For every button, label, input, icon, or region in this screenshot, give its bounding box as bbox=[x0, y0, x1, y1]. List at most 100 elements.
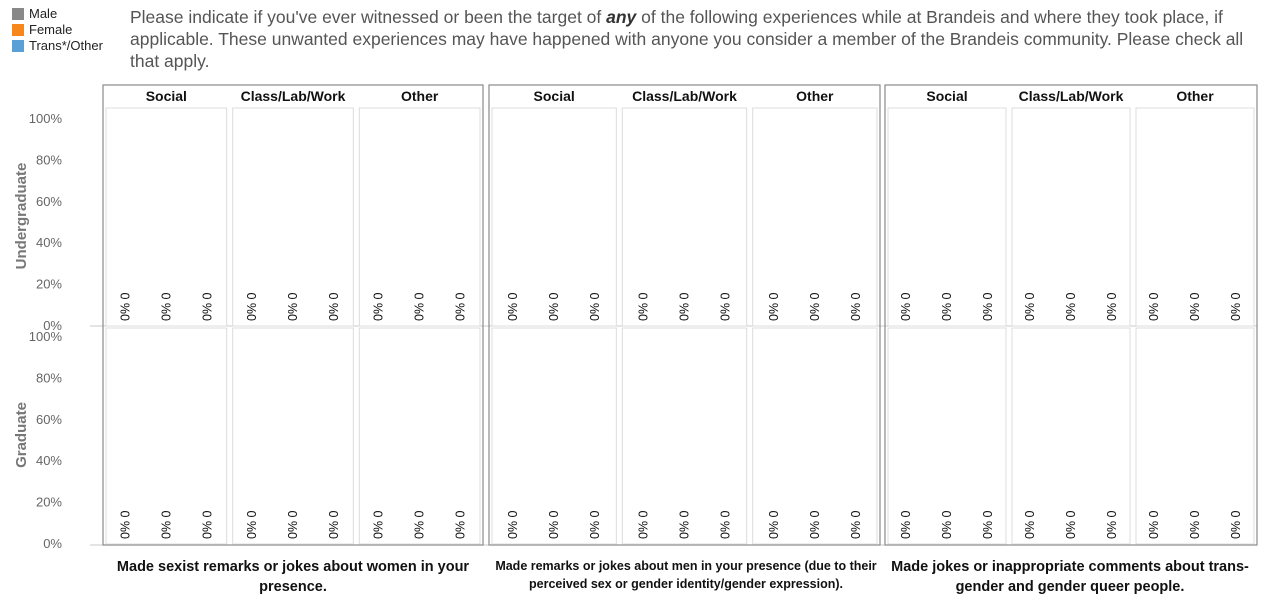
cell-frame bbox=[1011, 107, 1131, 327]
row-label: Undergraduate bbox=[13, 163, 30, 270]
data-label: 0% 0 bbox=[940, 292, 954, 321]
data-label: 0% 0 bbox=[1023, 510, 1037, 539]
cell-frame bbox=[752, 107, 878, 327]
legend-item-female: Female bbox=[12, 22, 103, 38]
data-label: 0% 0 bbox=[1188, 510, 1202, 539]
data-label: 0% 0 bbox=[899, 292, 913, 321]
y-tick-label: 60% bbox=[36, 194, 62, 209]
data-label: 0% 0 bbox=[454, 292, 468, 321]
data-label: 0% 0 bbox=[1105, 510, 1119, 539]
data-label: 0% 0 bbox=[547, 292, 561, 321]
data-label: 0% 0 bbox=[1229, 510, 1243, 539]
legend-item-trans: Trans*/Other bbox=[12, 38, 103, 54]
y-tick-label: 100% bbox=[29, 329, 63, 344]
question-text: Please indicate if you've ever witnessed… bbox=[130, 6, 1255, 72]
y-tick-label: 80% bbox=[36, 152, 62, 167]
cell-frame bbox=[358, 327, 481, 545]
cell-frame bbox=[887, 327, 1007, 545]
column-header: Class/Lab/Work bbox=[1019, 88, 1124, 104]
legend-swatch-female bbox=[12, 24, 24, 36]
question-text-start: Please indicate if you've ever witnessed… bbox=[130, 7, 607, 27]
data-label: 0% 0 bbox=[506, 292, 520, 321]
data-label: 0% 0 bbox=[286, 510, 300, 539]
data-label: 0% 0 bbox=[372, 510, 386, 539]
question-text-end: of the following experiences while at Br… bbox=[130, 7, 1244, 71]
column-header: Social bbox=[146, 88, 187, 104]
y-tick-label: 20% bbox=[36, 277, 62, 292]
cell-frame bbox=[752, 327, 878, 545]
y-tick-label: 100% bbox=[29, 111, 63, 126]
cell-frame bbox=[358, 107, 481, 327]
data-label: 0% 0 bbox=[1064, 292, 1078, 321]
data-label: 0% 0 bbox=[588, 292, 602, 321]
legend-swatch-trans bbox=[12, 40, 24, 52]
data-label: 0% 0 bbox=[1188, 292, 1202, 321]
legend: Male Female Trans*/Other bbox=[12, 6, 103, 54]
data-label: 0% 0 bbox=[1064, 510, 1078, 539]
data-label: 0% 0 bbox=[454, 510, 468, 539]
data-label: 0% 0 bbox=[159, 292, 173, 321]
data-label: 0% 0 bbox=[981, 510, 995, 539]
column-header: Other bbox=[796, 88, 834, 104]
y-tick-label: 40% bbox=[36, 453, 62, 468]
panel-frame bbox=[488, 84, 881, 546]
data-label: 0% 0 bbox=[1105, 292, 1119, 321]
data-label: 0% 0 bbox=[678, 292, 692, 321]
legend-label-female: Female bbox=[29, 22, 73, 37]
data-label: 0% 0 bbox=[547, 510, 561, 539]
data-label: 0% 0 bbox=[637, 292, 651, 321]
y-tick-label: 0% bbox=[43, 318, 62, 333]
data-label: 0% 0 bbox=[413, 292, 427, 321]
cell-frame bbox=[232, 107, 354, 327]
cell-frame bbox=[105, 327, 228, 545]
cell-frame bbox=[491, 327, 617, 545]
column-header: Social bbox=[926, 88, 967, 104]
data-label: 0% 0 bbox=[899, 510, 913, 539]
data-label: 0% 0 bbox=[118, 510, 132, 539]
data-label: 0% 0 bbox=[1147, 292, 1161, 321]
cell-frame bbox=[621, 107, 748, 327]
panel-caption-1: Made sexist remarks or jokes about women… bbox=[116, 559, 470, 595]
cell-frame bbox=[1011, 327, 1131, 545]
cell-frame bbox=[621, 327, 748, 545]
data-label: 0% 0 bbox=[327, 292, 341, 321]
cell-frame bbox=[887, 107, 1007, 327]
cell-frame bbox=[1135, 107, 1255, 327]
data-label: 0% 0 bbox=[159, 510, 173, 539]
data-label: 0% 0 bbox=[849, 510, 863, 539]
legend-swatch-male bbox=[12, 8, 24, 20]
data-label: 0% 0 bbox=[678, 510, 692, 539]
data-label: 0% 0 bbox=[327, 510, 341, 539]
data-label: 0% 0 bbox=[981, 292, 995, 321]
data-label: 0% 0 bbox=[1023, 292, 1037, 321]
data-label: 0% 0 bbox=[588, 510, 602, 539]
y-tick-label: 0% bbox=[43, 536, 62, 551]
row-label: Graduate bbox=[13, 402, 30, 468]
cell-frame bbox=[232, 327, 354, 545]
panel-caption-2: Made remarks or jokes about men in your … bbox=[495, 559, 877, 591]
column-header: Other bbox=[401, 88, 439, 104]
data-label: 0% 0 bbox=[200, 510, 214, 539]
data-label: 0% 0 bbox=[719, 292, 733, 321]
legend-label-trans: Trans*/Other bbox=[29, 38, 103, 53]
panel-caption-3: Made jokes or inappropriate comments abo… bbox=[891, 559, 1249, 595]
data-label: 0% 0 bbox=[849, 292, 863, 321]
data-label: 0% 0 bbox=[808, 510, 822, 539]
data-label: 0% 0 bbox=[767, 510, 781, 539]
data-label: 0% 0 bbox=[200, 292, 214, 321]
data-label: 0% 0 bbox=[372, 292, 386, 321]
data-label: 0% 0 bbox=[413, 510, 427, 539]
data-label: 0% 0 bbox=[1229, 292, 1243, 321]
panel-frame bbox=[102, 84, 484, 546]
y-tick-label: 40% bbox=[36, 235, 62, 250]
column-header: Social bbox=[534, 88, 575, 104]
legend-item-male: Male bbox=[12, 6, 103, 22]
data-label: 0% 0 bbox=[808, 292, 822, 321]
panel-frame bbox=[884, 84, 1258, 546]
data-label: 0% 0 bbox=[245, 292, 259, 321]
data-label: 0% 0 bbox=[506, 510, 520, 539]
column-header: Other bbox=[1176, 88, 1214, 104]
column-header: Class/Lab/Work bbox=[241, 88, 346, 104]
y-tick-label: 80% bbox=[36, 370, 62, 385]
